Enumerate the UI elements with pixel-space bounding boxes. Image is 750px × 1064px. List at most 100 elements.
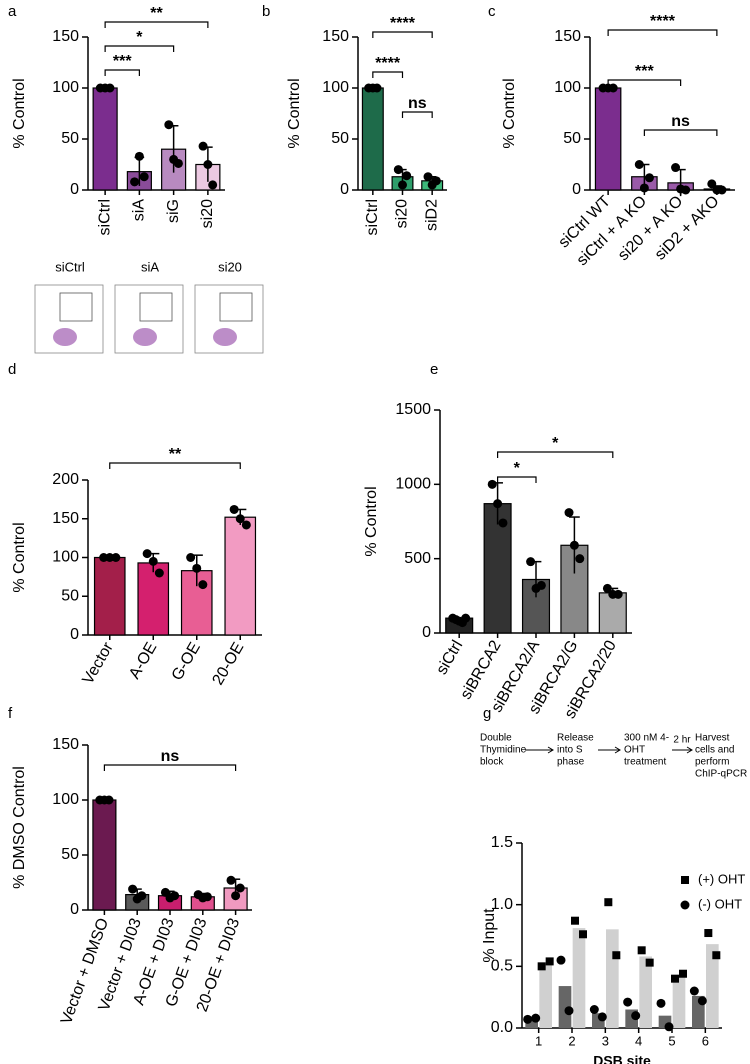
significance-bracket [607,79,682,86]
y-tick-label: 150 [52,510,79,527]
data-point [137,891,147,901]
data-point [393,165,403,175]
significance-label: * [136,29,143,46]
data-point [241,520,251,530]
data-point [128,884,138,894]
protocol-step: Release [557,733,594,744]
significance-bracket [497,451,614,458]
inset-gate [59,292,93,322]
legend-label: (-) OHT [698,896,742,911]
x-tick-label: siCtrl [364,199,381,235]
significance-bracket [497,476,537,483]
protocol-step: phase [557,757,585,768]
protocol-step: block [480,757,504,768]
data-point [423,172,433,182]
y-tick-label: 150 [554,28,581,45]
x-tick-label: G-OE [169,640,204,684]
y-tick-label: 150 [322,28,349,45]
data-point [498,518,508,528]
inset-cloud [133,328,157,346]
inset-cloud [213,328,237,346]
data-point [571,916,579,925]
inset-gate [139,292,173,322]
y-tick-label: 1.5 [491,834,513,851]
protocol-step: ChIP-qPCR [695,769,747,780]
data-point [704,929,713,938]
bar [672,976,686,1028]
data-point [536,580,546,590]
significance-label: *** [635,63,654,80]
data-point [589,1005,599,1014]
data-point [487,479,497,489]
y-axis-label: % Input [481,908,498,963]
y-tick-label: 100 [52,791,79,808]
y-tick-label: 0 [70,626,79,643]
panel-letter: e [430,361,438,378]
significance-bracket [103,764,237,771]
panel-letter: g [483,705,491,722]
data-point [231,891,241,901]
y-axis-label: % DMSO Control [11,766,28,889]
significance-label: * [514,460,521,477]
data-point [537,962,546,971]
x-tick-label: siA [131,199,148,222]
inset-title: siA [141,259,159,274]
inset-gate [219,292,253,322]
data-point [398,180,407,190]
protocol-step: into S [557,745,583,756]
data-point [545,957,554,966]
data-point [198,141,208,151]
y-tick-label: 150 [52,28,79,45]
protocol-arrow-label: 2 hr [673,735,691,746]
x-tick-label: 20-OE [210,640,248,689]
data-point [631,1011,641,1021]
bar [93,556,126,636]
significance-bracket [401,111,433,118]
data-point [235,883,245,893]
y-tick-label: 0.0 [491,1019,513,1036]
inset-cloud [53,328,77,346]
x-tick-label: siCtrl [433,638,466,678]
data-point [226,875,236,885]
data-point [154,568,164,578]
data-point [602,583,612,593]
y-axis-label: % Control [286,78,303,148]
data-point [717,185,727,195]
data-point [229,504,239,514]
significance-label: *** [113,53,132,70]
significance-label: ns [671,113,690,130]
y-axis-label: % Control [11,78,28,148]
inset-title: siCtrl [55,259,85,274]
bar [361,87,384,191]
data-point [681,185,691,195]
data-point [148,556,158,566]
protocol-step: perform [695,757,729,768]
y-tick-label: 0.5 [491,958,513,975]
data-point [579,930,587,939]
significance-label: **** [390,15,416,32]
significance-label: ns [408,95,427,112]
bar [572,928,586,1028]
y-tick-label: 0 [70,181,79,198]
protocol-arrow [525,746,554,754]
x-tick-label: Vector [79,639,117,687]
bar [224,516,257,636]
significance-label: ** [169,446,182,463]
data-point [531,1013,541,1023]
data-point [604,898,613,907]
x-tick-label: 5 [668,1033,675,1048]
panel-letter: a [8,3,17,20]
y-tick-label: 50 [61,130,79,147]
y-tick-label: 1500 [395,401,431,418]
y-tick-label: 50 [331,130,349,147]
protocol-step: Thymidine [480,745,527,756]
data-point [664,1022,674,1032]
significance-bracket [104,69,140,76]
data-point [402,171,412,181]
bar [539,963,552,1028]
y-tick-label: 50 [61,846,79,863]
data-point [105,83,115,93]
legend-label: (+) OHT [698,871,745,886]
x-tick-label: 4 [635,1033,642,1048]
bar [594,87,622,191]
